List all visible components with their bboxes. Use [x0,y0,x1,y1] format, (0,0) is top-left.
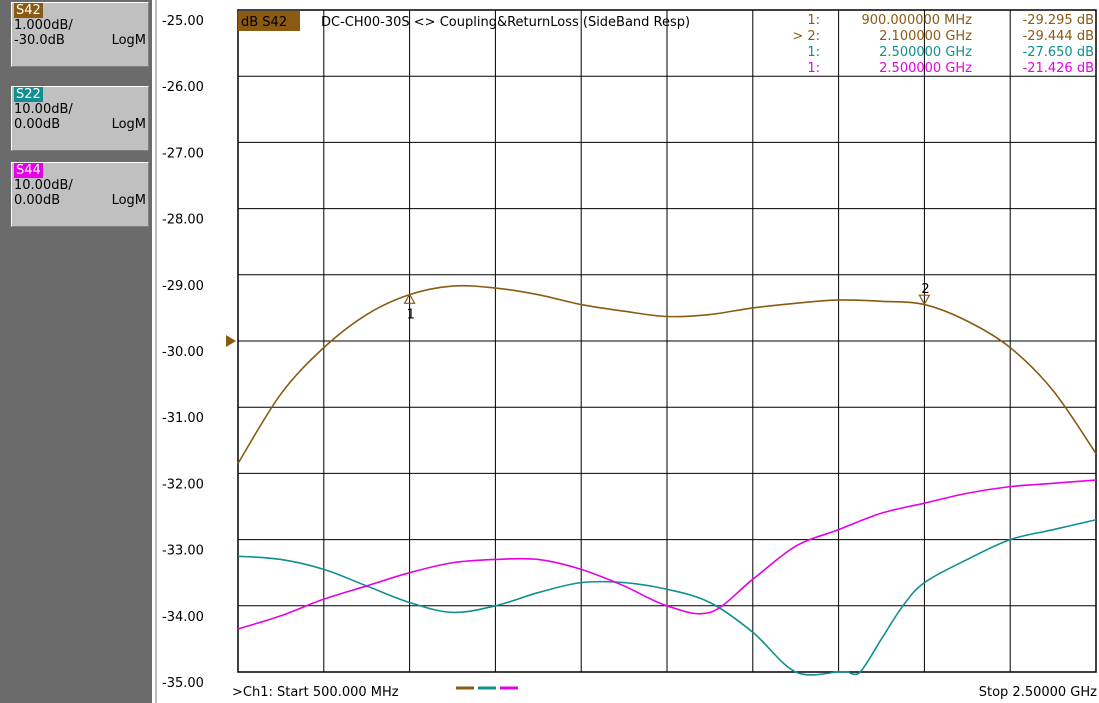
y-tick-label: -27.00 [162,146,204,161]
trace-line-s22 [237,518,1097,676]
marker-readout-value: -29.444 dB [1023,29,1094,44]
trace-line-s44 [237,479,1097,630]
panel-separator [152,0,160,703]
trace-format: LogM [111,193,146,208]
reference-level-arrow [226,335,236,347]
sweep-stop-label: Stop 2.50000 GHz [979,685,1097,700]
marker-readout-value: -29.295 dB [1023,13,1094,28]
trace-scale: 10.00dB/ [14,178,73,193]
marker-triangle [918,294,931,306]
y-axis-ticks: -25.00 -26.00 -27.00 -28.00 -29.00 -30.00 -31.… [162,14,236,691]
marker-points: 12 [403,282,931,322]
sweep-start-label: >Ch1: Start 500.000 MHz [232,685,399,700]
trace-box-s44[interactable]: S44 10.00dB/ 0.00dB LogM [11,162,149,227]
marker-id-label: 2 [921,282,929,297]
y-tick-label: -30.00 [162,345,204,360]
active-trace-badge[interactable]: dB S42 [241,15,287,30]
y-tick-label: -29.00 [162,279,204,294]
active-trace-badge-bg[interactable] [238,11,300,31]
y-tick-label: -34.00 [162,610,204,625]
marker-readout-value: -27.650 dB [1023,45,1094,60]
y-tick-label: -35.00 [162,676,204,691]
marker-readout-freq: 900.000000 MHz [861,13,972,28]
trace-format: LogM [111,33,146,48]
y-tick-label: -33.00 [162,544,204,559]
y-tick-label: -31.00 [162,411,204,426]
y-tick-label: -26.00 [162,80,204,95]
trace-box-s42[interactable]: S42 1.000dB/ -30.0dB LogM [11,2,149,67]
marker-readout-freq: 2.500000 GHz [879,45,972,60]
y-tick-label: -25.00 [162,14,204,29]
trace-ref: -30.0dB [14,33,65,48]
trace-id-badge: S42 [14,3,43,18]
marker-readout-freq: 2.500000 GHz [879,61,972,76]
plot-border [237,9,1097,673]
marker-readout-label: 1: [807,45,820,60]
trace-lines [237,284,1097,676]
trace-scale: 10.00dB/ [14,102,73,117]
measurement-chart[interactable]: -25.00 -26.00 -27.00 -28.00 -29.00 -30.00 -31.… [160,0,1099,703]
y-tick-label: -28.00 [162,213,204,228]
trace-ref: 0.00dB [14,193,61,208]
trace-scale: 1.000dB/ [14,18,73,33]
marker-readout-value: -21.426 dB [1023,61,1094,76]
chart-grid [237,9,1097,673]
marker-readout-label: 1: [807,61,820,76]
marker-readout-label: > 2: [792,29,820,44]
marker-readouts: 1: 900.000000 MHz -29.295 dB > 2: 2.100000 G… [792,13,1094,76]
marker-triangle [403,293,416,304]
trace-id-badge: S22 [14,87,43,102]
marker-id-label: 1 [407,307,415,322]
y-tick-label: -32.00 [162,477,204,492]
trace-format: LogM [111,117,146,132]
trace-ref: 0.00dB [14,117,61,132]
marker-readout-label: 1: [807,13,820,28]
marker-readout-freq: 2.100000 GHz [879,29,972,44]
trace-id-badge: S44 [14,163,43,178]
trace-box-s22[interactable]: S22 10.00dB/ 0.00dB LogM [11,86,149,151]
trace-panel: S42 1.000dB/ -30.0dB LogM S22 10.00dB/ 0.… [0,0,154,703]
trace-line-s42 [237,284,1097,464]
chart-title: DC-CH00-30S <> Coupling&ReturnLoss (Side… [321,15,690,30]
